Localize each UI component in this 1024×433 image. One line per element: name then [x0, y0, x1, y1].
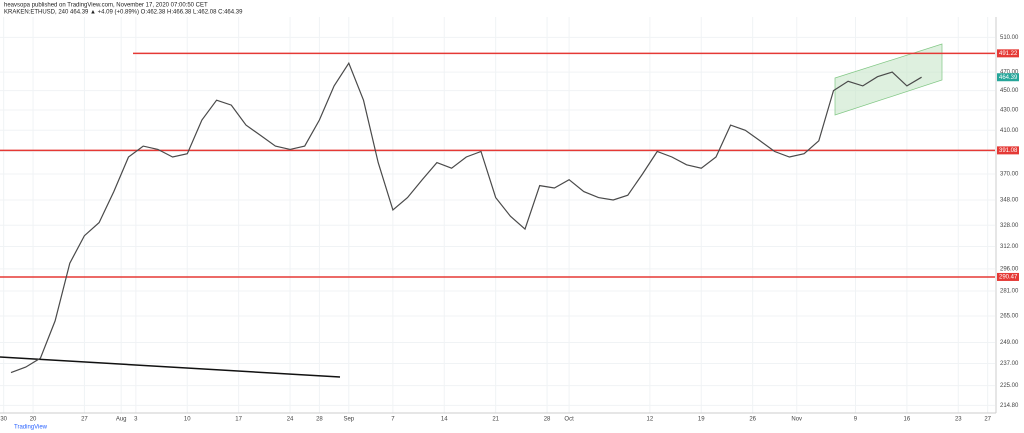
last-price-label: 464.39	[999, 75, 1018, 81]
x-tick-label: 14	[441, 417, 448, 423]
y-tick-label: 348.00	[1000, 198, 1019, 204]
y-tick-label: 249.00	[1000, 340, 1019, 346]
y-tick-label: 265.00	[1000, 314, 1019, 320]
x-tick-label: 19	[698, 417, 705, 423]
last-price-tag	[997, 73, 1019, 82]
x-tick-label: Nov	[791, 417, 802, 423]
x-tick-label: Sep	[343, 417, 354, 423]
level-label: 491.22	[999, 51, 1018, 57]
x-tick-label: Aug	[116, 417, 127, 423]
y-tick-label: 470.00	[1000, 70, 1019, 76]
y-tick-label: 510.00	[1000, 35, 1019, 41]
x-tick-label: Oct	[564, 417, 574, 423]
y-tick-label: 450.00	[1000, 88, 1019, 94]
x-tick-label: 3	[134, 417, 138, 423]
x-tick-label: 30	[0, 417, 7, 423]
x-tick-label: 23	[955, 417, 962, 423]
x-tick-label: 27	[984, 417, 991, 423]
y-tick-label: 370.00	[1000, 172, 1019, 178]
footer: TradingView	[14, 425, 48, 431]
level-label: 391.08	[999, 148, 1018, 154]
level-tag	[997, 272, 1019, 281]
level-tag	[997, 146, 1019, 155]
x-tick-label: 12	[647, 417, 654, 423]
y-tick-label: 410.00	[1000, 128, 1019, 134]
x-tick-label: 9	[854, 417, 858, 423]
y-tick-label: 312.00	[1000, 244, 1019, 250]
level-label: 290.47	[999, 275, 1018, 281]
x-tick-label: 20	[30, 417, 37, 423]
y-tick-label: 214.80	[1000, 403, 1019, 409]
x-tick-label: 28	[316, 417, 323, 423]
x-tick-label: 16	[904, 417, 911, 423]
x-tick-label: 28	[544, 417, 551, 423]
x-tick-label: 17	[235, 417, 242, 423]
x-tick-label: 10	[184, 417, 191, 423]
level-tag	[997, 49, 1019, 58]
y-tick-label: 430.00	[1000, 108, 1019, 114]
x-tick-label: 7	[391, 417, 395, 423]
y-tick-label: 237.00	[1000, 361, 1019, 367]
grid	[0, 17, 995, 413]
channel	[834, 43, 943, 116]
x-tick-label: 27	[81, 417, 88, 423]
y-tick-label: 281.00	[1000, 289, 1019, 295]
y-tick-label: 328.00	[1000, 223, 1019, 229]
x-tick-label: 26	[749, 417, 756, 423]
x-tick-label: 21	[492, 417, 499, 423]
trend-line	[0, 356, 341, 378]
x-tick-label: 24	[287, 417, 294, 423]
symbol-line: KRAKEN:ETHUSD, 240 464.39 ▲ +4.09 (+0.89…	[4, 10, 243, 16]
price-line	[10, 61, 922, 374]
author-line: heavsopa published on TradingView.com, N…	[4, 3, 208, 9]
y-tick-label: 296.00	[1000, 267, 1019, 273]
y-tick-label: 225.00	[1000, 383, 1019, 389]
